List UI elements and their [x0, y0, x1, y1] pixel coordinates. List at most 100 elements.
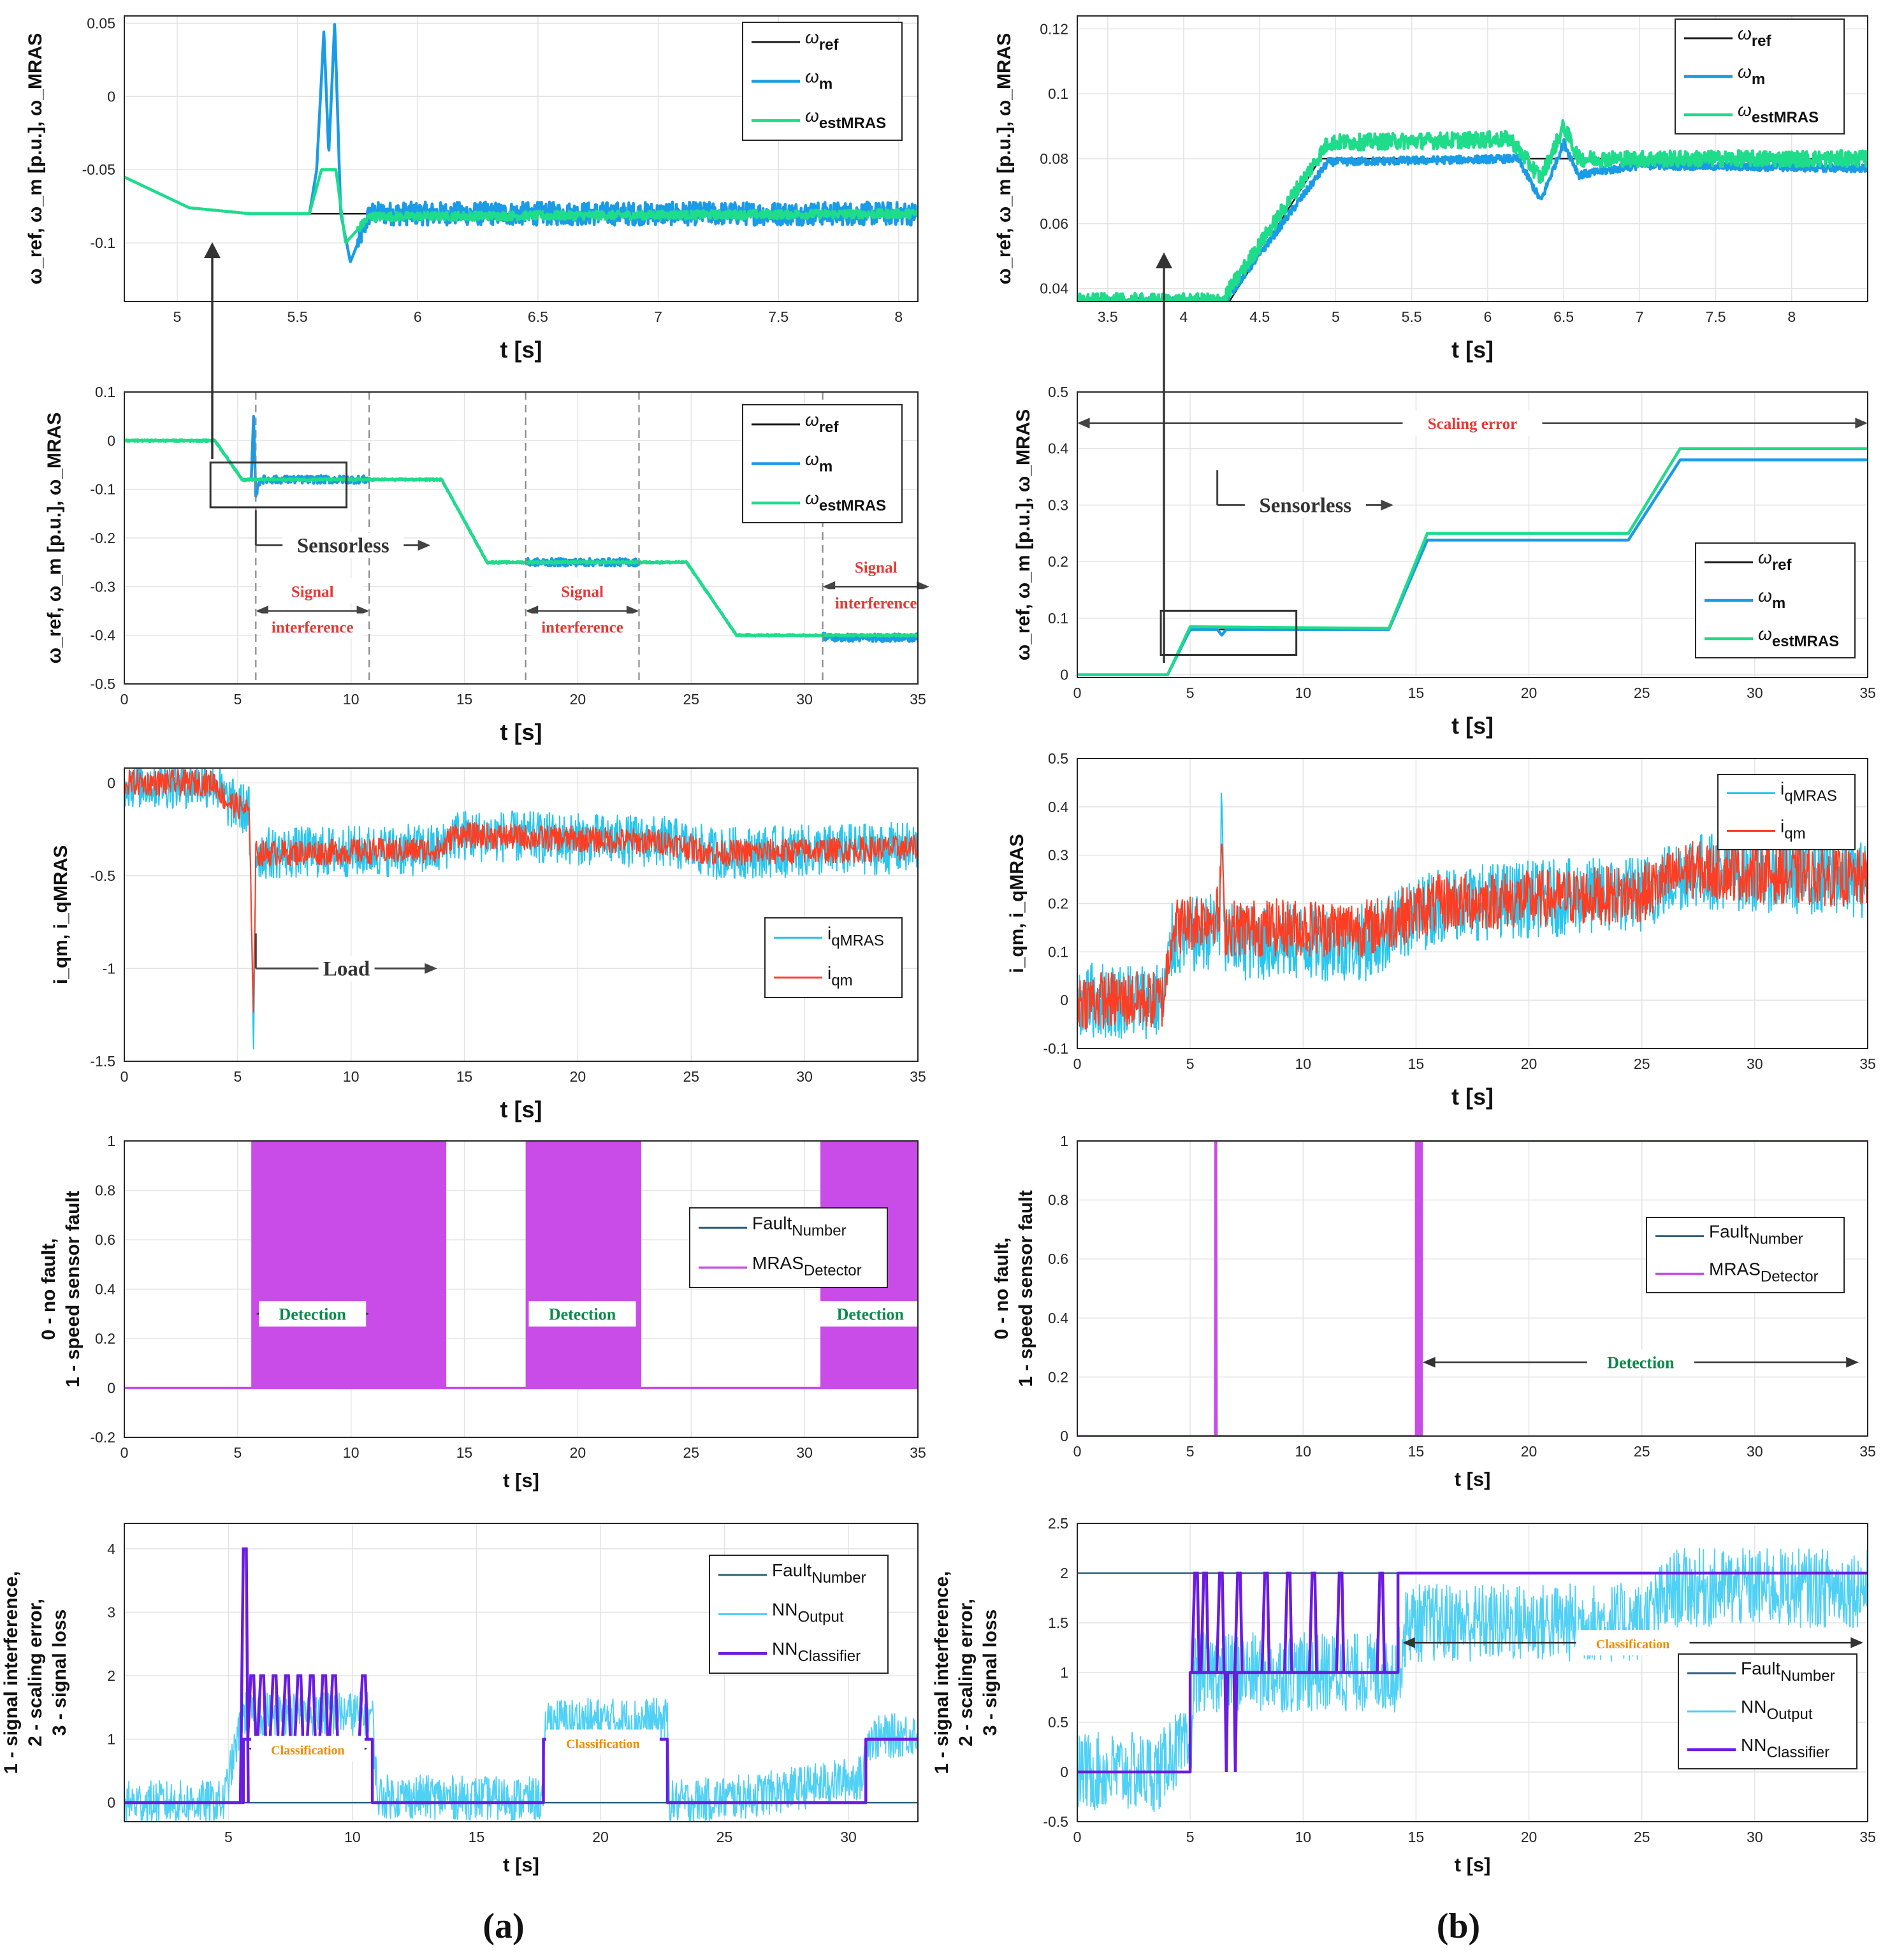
x-tick-label: 0 — [1073, 1829, 1082, 1845]
annotation-label: Detection — [837, 1305, 905, 1323]
y-tick-label: 0.3 — [1048, 847, 1068, 864]
y-tick-label: -0.4 — [90, 627, 115, 644]
legend-label-2: ωestMRAS — [1758, 624, 1839, 650]
x-tick-label: 3.5 — [1098, 309, 1118, 325]
detector-fill-block — [251, 1141, 447, 1388]
arrow-head — [1077, 417, 1090, 429]
y-tick-label: 0.4 — [1048, 1310, 1068, 1326]
annotation-bg — [261, 613, 364, 639]
x-tick-label: 35 — [910, 1444, 926, 1461]
annotation-bg — [259, 1301, 367, 1327]
y-tick-label: 0.4 — [95, 1281, 115, 1298]
x-tick-label: 0 — [1073, 685, 1082, 701]
legend-label-0: FaultNumber — [772, 1560, 866, 1586]
panel-label-b: (b) — [1437, 1906, 1480, 1946]
annotation-bg — [528, 1301, 636, 1327]
x-tick-label: 20 — [1521, 685, 1537, 701]
x-tick-label: 15 — [469, 1829, 485, 1845]
series-line-est — [1077, 447, 1868, 676]
legend-label-1: MRASDetector — [752, 1253, 862, 1279]
legend-box — [1646, 1217, 1845, 1293]
y-axis-label: ω_ref, ω_m [p.u.], ω_MRAS — [25, 33, 46, 284]
plot-area — [1077, 1141, 1868, 1436]
axes-frame — [1077, 391, 1868, 678]
classifier-dip — [1232, 1672, 1239, 1773]
x-tick-label: 7 — [1636, 309, 1644, 325]
plot-area — [124, 1547, 918, 1822]
axes-frame — [1077, 1140, 1868, 1437]
legend: ωref ωm ωestMRAS — [742, 404, 903, 523]
classifier-spike — [238, 1547, 250, 1803]
x-tick-label: 25 — [683, 1444, 699, 1461]
x-axis-label: t [s] — [500, 337, 542, 363]
y-tick-label: 1 — [107, 1133, 115, 1149]
axes-frame — [124, 15, 919, 302]
annotation-signal-label: Signal — [855, 559, 898, 576]
annotation-interference-label: interference — [541, 620, 623, 637]
y-tick-label: -0.1 — [90, 481, 115, 498]
series-line-est — [1077, 119, 1868, 301]
plot-area — [124, 23, 918, 263]
x-tick-label: 25 — [1634, 1056, 1650, 1072]
x-tick-label: 20 — [570, 691, 586, 708]
annotation-bg — [251, 1736, 365, 1762]
legend-label-1: ωm — [1758, 586, 1785, 612]
plot-area — [124, 414, 918, 643]
y-tick-label: 0.5 — [1048, 1714, 1068, 1731]
x-tick-label: 7.5 — [1706, 309, 1726, 325]
arrow-label: Load — [323, 957, 370, 980]
y-tick-label: 0.04 — [1040, 280, 1068, 297]
annotation-label: Detection — [279, 1305, 347, 1323]
x-tick-label: 0 — [1073, 1056, 1082, 1072]
y-tick-label: 0.06 — [1040, 215, 1068, 232]
classifier-spike — [1283, 1571, 1293, 1673]
y-tick-label: 0.6 — [95, 1231, 115, 1248]
legend-label-0: FaultNumber — [752, 1213, 847, 1239]
axes-frame — [1077, 758, 1868, 1049]
arrow-head — [1381, 500, 1393, 511]
annotation-label: Detection — [1607, 1353, 1675, 1372]
panel-label-a: (a) — [483, 1906, 524, 1946]
x-tick-label: 35 — [1859, 1829, 1876, 1845]
annotation-bg — [825, 553, 927, 579]
legend-label-0: FaultNumber — [1741, 1659, 1835, 1685]
x-tick-label: 10 — [1295, 1829, 1311, 1845]
x-tick-label: 4 — [1180, 309, 1188, 325]
x-axis-label: t [s] — [1451, 1084, 1494, 1110]
y-tick-label: 0.2 — [1048, 896, 1068, 912]
x-axis-label: t [s] — [1455, 1468, 1491, 1490]
arrow-head — [418, 540, 431, 551]
annotation-bg — [817, 1301, 924, 1327]
axes-frame — [1077, 1523, 1868, 1822]
x-tick-label: 15 — [456, 1068, 473, 1085]
x-tick-label: 5 — [233, 1444, 242, 1461]
annotation-interference-label: interference — [835, 595, 917, 612]
y-tick-label: 2.5 — [1048, 1515, 1068, 1532]
chart-b2: 0 5 10 15 20 25 30 35 0 0.1 0.2 0.3 0.4 0.5 Scaling er… — [1013, 384, 1876, 739]
axes-frame — [124, 1523, 919, 1822]
y-tick-label: 0 — [107, 432, 115, 449]
annotation-bg — [1576, 1630, 1690, 1656]
classifier-spike — [293, 1674, 305, 1739]
legend-box — [764, 917, 903, 998]
annotation-signal-label: Signal — [291, 584, 334, 601]
series-line-iqmras — [124, 768, 918, 1050]
annotation-label: Classification — [566, 1738, 640, 1752]
x-tick-label: 0 — [120, 691, 129, 708]
legend-box — [1717, 774, 1856, 850]
x-axis-label: t [s] — [500, 1096, 542, 1122]
x-axis-label: t [s] — [1455, 1854, 1491, 1876]
zoom-connectors — [204, 242, 1172, 663]
legend-box — [689, 1207, 888, 1288]
x-tick-label: 5 — [1186, 1056, 1195, 1072]
x-tick-label: 35 — [1859, 1443, 1876, 1460]
chart-b5: 0 5 10 15 20 25 30 35 -0.5 0 0.5 1 1.5 2 2.5 Classifica… — [931, 1515, 1876, 1876]
annotation-bg — [825, 589, 927, 615]
y-axis-label: ω_ref, ω_m [p.u.], ω_MRAS — [1013, 409, 1034, 660]
x-tick-label: 30 — [840, 1829, 857, 1845]
axes-frame — [124, 767, 919, 1062]
y-tick-label: 0.1 — [95, 384, 115, 400]
x-tick-label: 30 — [796, 1068, 813, 1085]
classifier-dip — [1223, 1672, 1230, 1773]
x-tick-label: 25 — [683, 1068, 699, 1085]
